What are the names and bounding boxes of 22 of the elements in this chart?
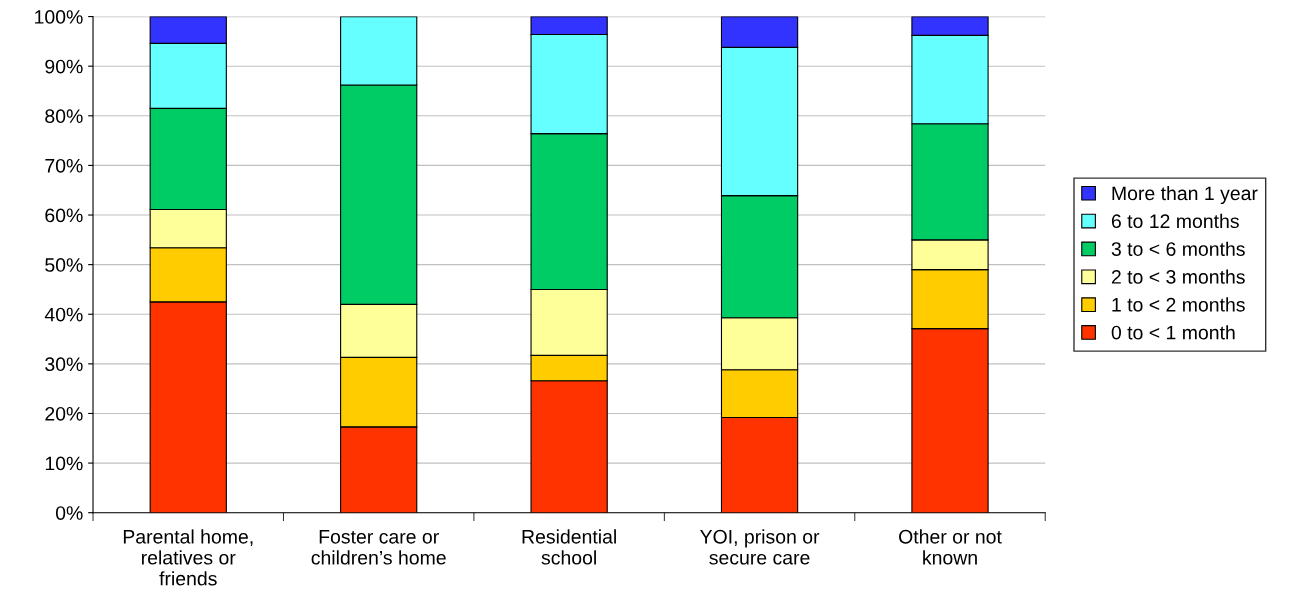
y-tick-label: 100% (35, 10, 83, 24)
y-tick-label: 50% (45, 258, 83, 272)
x-tick-label: YOI, prison or secure care (700, 529, 820, 565)
legend-label: 2 to < 3 months (1111, 269, 1245, 284)
legend-label: 6 to 12 months (1111, 213, 1239, 229)
y-tick-label: 80% (45, 109, 83, 124)
y-tick-label: 90% (45, 59, 83, 74)
y-tick-label: 30% (45, 357, 83, 372)
legend-label: 0 to < 1 month (1111, 325, 1235, 340)
y-tick-label: 20% (45, 406, 83, 421)
x-tick-label: Foster care or children’s home (311, 530, 446, 565)
legend-label: 3 to < 6 months (1111, 241, 1245, 256)
x-tick-label: Residential school (522, 529, 616, 565)
legend-label: 1 to < 2 months (1112, 297, 1245, 312)
y-tick-label: 40% (44, 307, 83, 322)
x-tick-label: Parental home, relatives or friends (123, 529, 253, 586)
y-tick-label: 0% (55, 506, 83, 520)
legend-label: More than 1 year (1112, 185, 1258, 205)
y-tick-label: 10% (45, 456, 83, 471)
x-tick-label: Other or not known (899, 529, 1002, 565)
y-tick-label: 60% (45, 208, 83, 223)
y-tick-label: 70% (45, 158, 83, 173)
